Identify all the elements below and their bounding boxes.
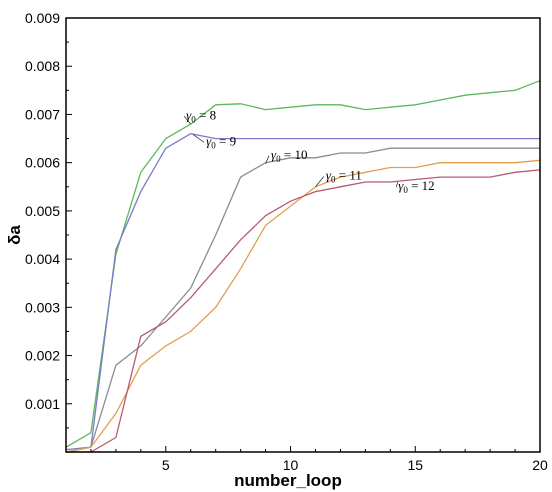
plot-frame <box>65 17 541 453</box>
axes <box>65 17 541 453</box>
series-lines <box>65 80 541 453</box>
curve-label-0: γ0 = 8 <box>186 107 216 124</box>
x-tick-label: 20 <box>532 457 548 473</box>
curve-labels: γ0 = 8 γ0 = 9 γ0 = 10 γ0 = 11 γ0 = 12 <box>183 107 435 195</box>
curve-label-leader <box>193 134 205 143</box>
series-line-2 <box>65 147 540 453</box>
curve-label-leader <box>315 176 325 188</box>
y-tick-label: 0.001 <box>25 396 60 412</box>
x-tick-label: 10 <box>283 457 299 473</box>
series-line-4 <box>66 169 541 453</box>
series-line-3 <box>65 159 541 453</box>
y-tick-label: 0.006 <box>25 155 60 171</box>
y-tick-label: 0.009 <box>25 10 60 26</box>
curve-label-1: γ0 = 9 <box>206 133 236 150</box>
x-tick-label: 5 <box>162 457 170 473</box>
y-axis-ticks: 0.001 0.002 0.003 0.004 0.005 0.006 0.007 0.008… <box>25 10 72 429</box>
curve-label-leader <box>265 155 270 164</box>
y-axis-title: δa <box>5 225 24 245</box>
series-line-0 <box>65 80 541 448</box>
curve-label-2: γ0 = 10 <box>271 147 307 164</box>
x-axis-ticks: 5 10 15 20 <box>65 446 548 473</box>
y-tick-label: 0.005 <box>25 203 60 219</box>
curve-label-3: γ0 = 11 <box>326 168 362 185</box>
series-line-1 <box>65 133 540 451</box>
curve-label-leader <box>395 181 399 188</box>
x-axis-title: number_loop <box>234 471 342 490</box>
y-tick-label: 0.002 <box>25 348 60 364</box>
curve-label-4: γ0 = 12 <box>398 178 434 195</box>
y-tick-label: 0.004 <box>25 251 60 267</box>
curve-label-leader <box>183 116 192 125</box>
y-tick-label: 0.007 <box>25 106 60 122</box>
x-tick-label: 15 <box>407 457 423 473</box>
y-tick-label: 0.008 <box>25 58 60 74</box>
y-tick-label: 0.003 <box>25 299 60 315</box>
